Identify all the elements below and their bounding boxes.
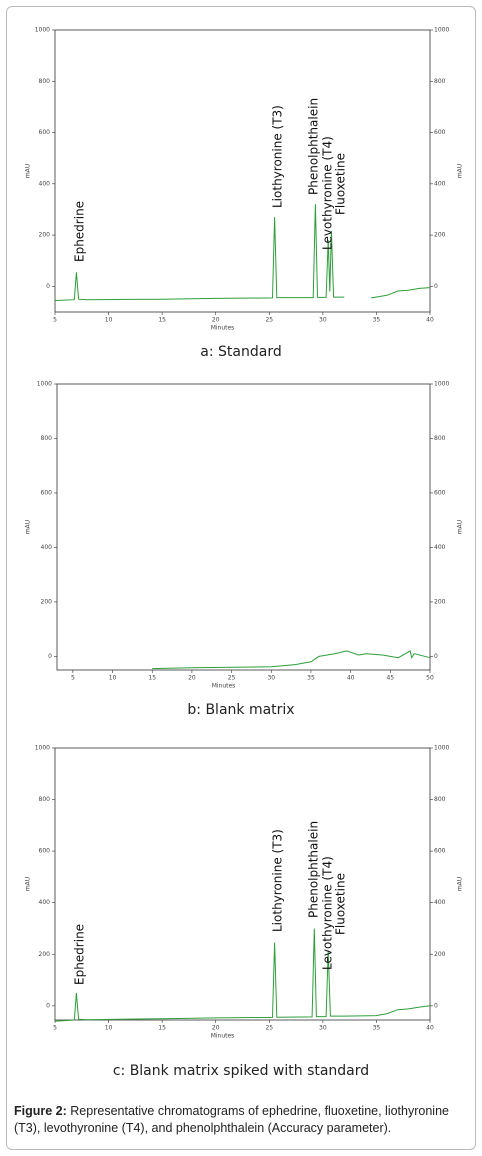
y2-tick-label: 600 bbox=[434, 129, 446, 136]
x-tick-label: 20 bbox=[212, 317, 220, 324]
y-axis-label: mAU bbox=[25, 520, 32, 534]
y2-tick-label: 800 bbox=[434, 78, 446, 85]
peak-label: Phenolphthalein bbox=[307, 98, 321, 195]
x-tick-label: 25 bbox=[265, 1025, 273, 1032]
y2-tick-label: 1000 bbox=[434, 27, 449, 34]
y2-tick-label: 200 bbox=[434, 598, 446, 605]
x-tick-label: 5 bbox=[53, 1025, 57, 1032]
y-tick-label: 200 bbox=[39, 951, 51, 958]
x-tick-label: 40 bbox=[426, 1025, 434, 1032]
trace bbox=[54, 928, 431, 1022]
y2-tick-label: 600 bbox=[434, 489, 446, 496]
y2-tick-label: 200 bbox=[434, 951, 446, 958]
y-tick-label: 800 bbox=[39, 796, 51, 803]
y2-tick-label: 0 bbox=[434, 1002, 438, 1009]
y-axis-label: mAU bbox=[25, 877, 32, 891]
y-tick-label: 200 bbox=[39, 232, 51, 239]
peak-label: Ephedrine bbox=[73, 201, 87, 262]
x-tick-label: 10 bbox=[105, 1025, 113, 1032]
y-tick-label: 0 bbox=[48, 653, 52, 660]
y2-tick-label: 200 bbox=[434, 232, 446, 239]
x-axis-label: Minutes bbox=[211, 325, 235, 332]
y-tick-label: 600 bbox=[39, 129, 51, 136]
caption-text: Representative chromatograms of ephedrin… bbox=[14, 1104, 449, 1135]
x-tick-label: 35 bbox=[307, 675, 315, 682]
y2-axis-label: mAU bbox=[457, 520, 464, 534]
panel-title: c: Blank matrix spiked with standard bbox=[113, 1063, 369, 1079]
y2-tick-label: 800 bbox=[434, 796, 446, 803]
y2-axis-label: mAU bbox=[457, 877, 464, 891]
y2-tick-label: 0 bbox=[434, 653, 438, 660]
y-tick-label: 0 bbox=[46, 283, 50, 290]
x-tick-label: 20 bbox=[188, 675, 196, 682]
y-tick-label: 400 bbox=[39, 180, 51, 187]
x-tick-label: 30 bbox=[267, 675, 275, 682]
y-tick-label: 800 bbox=[41, 435, 53, 442]
y-tick-label: 400 bbox=[39, 899, 51, 906]
x-tick-label: 15 bbox=[158, 1025, 166, 1032]
trace bbox=[54, 204, 431, 301]
y-tick-label: 1000 bbox=[37, 381, 52, 388]
x-tick-label: 15 bbox=[158, 317, 166, 324]
x-tick-label: 5 bbox=[71, 675, 75, 682]
y2-tick-label: 1000 bbox=[434, 381, 449, 388]
x-tick-label: 40 bbox=[347, 675, 355, 682]
peak-label: Ephedrine bbox=[73, 924, 87, 985]
trace bbox=[152, 650, 431, 670]
y-tick-label: 800 bbox=[39, 78, 51, 85]
x-tick-label: 35 bbox=[373, 317, 381, 324]
peak-label: Levothyronine (T4) bbox=[321, 856, 335, 970]
x-tick-label: 40 bbox=[426, 317, 434, 324]
plot-frame bbox=[54, 747, 431, 1021]
x-tick-label: 45 bbox=[386, 675, 394, 682]
x-tick-label: 15 bbox=[148, 675, 156, 682]
y-tick-label: 1000 bbox=[35, 745, 50, 752]
x-tick-label: 30 bbox=[319, 317, 327, 324]
y2-tick-label: 400 bbox=[434, 899, 446, 906]
x-tick-label: 5 bbox=[53, 317, 57, 324]
panel-title: a: Standard bbox=[200, 344, 281, 360]
peak-label: Liothyronine (T3) bbox=[271, 829, 285, 932]
x-tick-label: 10 bbox=[109, 675, 117, 682]
x-tick-label: 50 bbox=[426, 675, 434, 682]
y-tick-label: 400 bbox=[41, 544, 53, 551]
panel-title: b: Blank matrix bbox=[187, 702, 294, 718]
caption: Figure 2: Representative chromatograms o… bbox=[14, 1103, 470, 1137]
peak-label: Liothyronine (T3) bbox=[271, 105, 285, 208]
y2-tick-label: 800 bbox=[434, 435, 446, 442]
peak-label: Phenolphthalein bbox=[307, 821, 321, 918]
y-tick-label: 200 bbox=[41, 598, 53, 605]
x-tick-label: 10 bbox=[105, 317, 113, 324]
x-tick-label: 35 bbox=[373, 1025, 381, 1032]
x-tick-label: 20 bbox=[212, 1025, 220, 1032]
plot-frame bbox=[54, 29, 431, 313]
y-axis-label: mAU bbox=[25, 164, 32, 178]
x-tick-label: 25 bbox=[228, 675, 236, 682]
x-axis-label: Minutes bbox=[211, 1033, 235, 1040]
peak-label: Fluoxetine bbox=[334, 873, 348, 935]
y2-axis-label: mAU bbox=[457, 164, 464, 178]
plot-frame bbox=[56, 383, 431, 671]
y-tick-label: 1000 bbox=[35, 27, 50, 34]
peak-label: Fluoxetine bbox=[334, 153, 348, 215]
x-axis-label: Minutes bbox=[212, 683, 236, 690]
x-tick-label: 30 bbox=[319, 1025, 327, 1032]
y2-tick-label: 600 bbox=[434, 848, 446, 855]
frame bbox=[6, 6, 476, 1150]
caption-label: Figure 2: bbox=[14, 1104, 67, 1118]
y-tick-label: 0 bbox=[46, 1002, 50, 1009]
y2-tick-label: 0 bbox=[434, 283, 438, 290]
y2-tick-label: 1000 bbox=[434, 745, 449, 752]
y-tick-label: 600 bbox=[39, 848, 51, 855]
y-tick-label: 600 bbox=[41, 489, 53, 496]
y2-tick-label: 400 bbox=[434, 180, 446, 187]
y2-tick-label: 400 bbox=[434, 544, 446, 551]
x-tick-label: 25 bbox=[265, 317, 273, 324]
peak-label: Levothyronine (T4) bbox=[321, 136, 335, 250]
